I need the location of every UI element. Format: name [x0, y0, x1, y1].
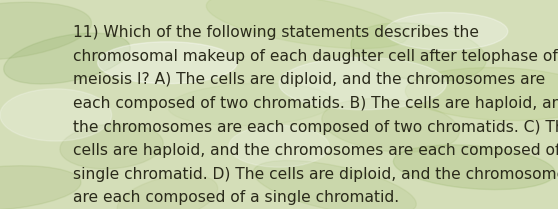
Ellipse shape: [0, 166, 81, 209]
Ellipse shape: [351, 23, 486, 82]
Ellipse shape: [385, 13, 508, 50]
Text: each composed of two chromatids. B) The cells are haploid, and: each composed of two chromatids. B) The …: [73, 96, 558, 111]
Ellipse shape: [405, 68, 558, 121]
Ellipse shape: [253, 161, 416, 209]
Text: the chromosomes are each composed of two chromatids. C) The: the chromosomes are each composed of two…: [73, 120, 558, 135]
Text: single chromatid. D) The cells are diploid, and the chromosomes: single chromatid. D) The cells are diplo…: [73, 167, 558, 182]
Ellipse shape: [117, 175, 218, 209]
Text: 11) Which of the following statements describes the: 11) Which of the following statements de…: [73, 25, 479, 40]
Ellipse shape: [322, 99, 459, 152]
Ellipse shape: [0, 2, 92, 60]
Ellipse shape: [229, 125, 329, 167]
Ellipse shape: [60, 124, 163, 169]
Ellipse shape: [98, 42, 237, 84]
Text: are each composed of a single chromatid.: are each composed of a single chromatid.: [73, 190, 398, 205]
Ellipse shape: [168, 83, 334, 126]
Text: cells are haploid, and the chromosomes are each composed of a: cells are haploid, and the chromosomes a…: [73, 143, 558, 158]
Ellipse shape: [279, 57, 446, 110]
Ellipse shape: [206, 0, 407, 48]
Ellipse shape: [0, 89, 112, 141]
Ellipse shape: [4, 33, 130, 84]
Text: chromosomal makeup of each daughter cell after telophase of: chromosomal makeup of each daughter cell…: [73, 49, 557, 64]
Ellipse shape: [393, 145, 555, 190]
Text: meiosis I? A) The cells are diploid, and the chromosomes are: meiosis I? A) The cells are diploid, and…: [73, 72, 545, 87]
